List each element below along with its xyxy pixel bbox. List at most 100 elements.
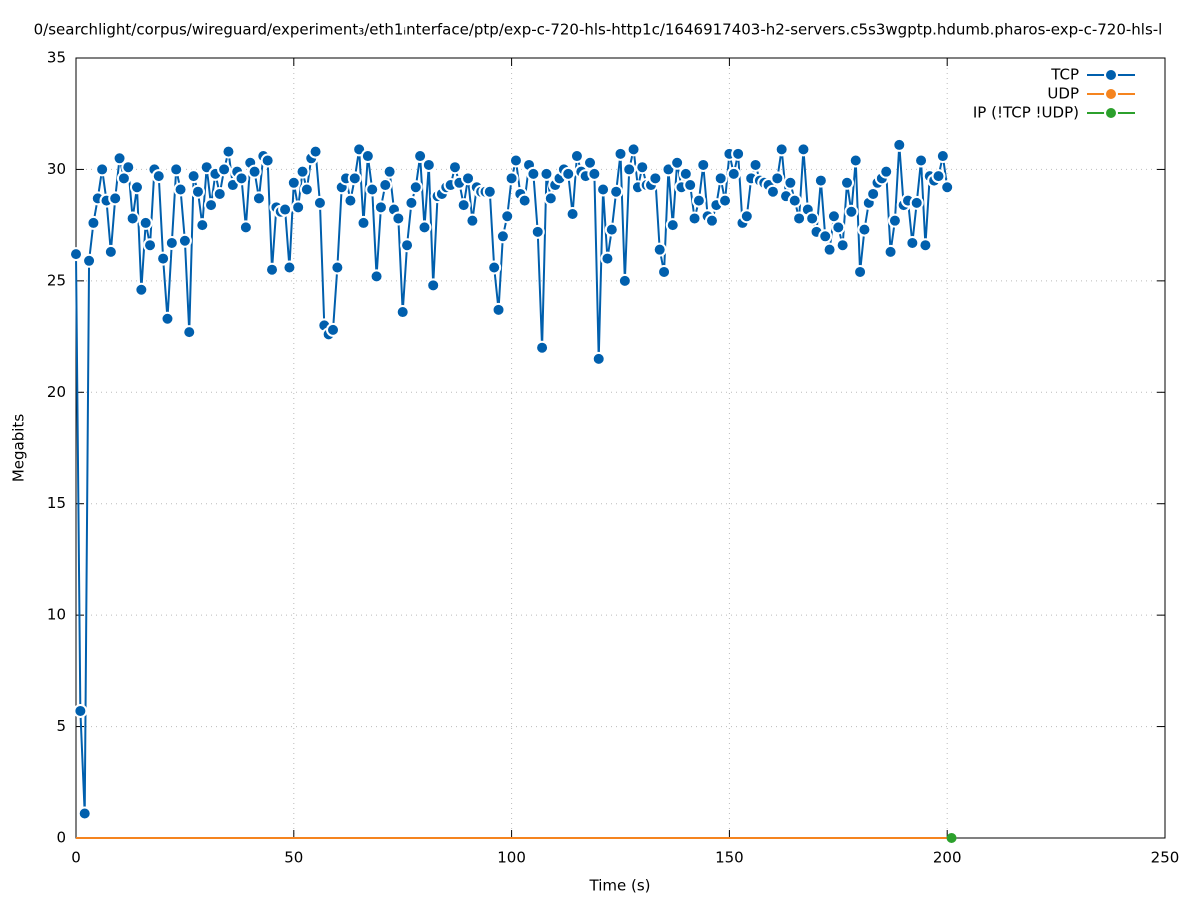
- data-point: [299, 182, 314, 197]
- y-axis-label: Megabits: [10, 414, 28, 482]
- data-point: [774, 142, 789, 157]
- y-tick-label: 15: [47, 494, 66, 512]
- y-tick-label: 0: [56, 829, 66, 847]
- data-point: [413, 149, 428, 164]
- data-point: [312, 195, 327, 210]
- data-point: [404, 195, 419, 210]
- data-point: [378, 178, 393, 193]
- data-point: [186, 169, 201, 184]
- data-point: [691, 193, 706, 208]
- data-point: [565, 207, 580, 221]
- data-point: [77, 806, 92, 821]
- data-point: [195, 218, 210, 233]
- data-point: [704, 213, 719, 228]
- data-point: [805, 211, 820, 226]
- legend-swatch-marker: [1104, 87, 1118, 101]
- data-point: [500, 209, 515, 224]
- data-point: [251, 191, 266, 206]
- data-point: [561, 166, 576, 181]
- data-point: [182, 325, 197, 340]
- data-point: [108, 191, 123, 206]
- data-point: [326, 322, 341, 337]
- data-point: [652, 242, 667, 257]
- data-point: [382, 164, 397, 179]
- legend-swatch-marker: [1104, 68, 1118, 82]
- data-point: [156, 251, 171, 266]
- data-point: [86, 215, 101, 230]
- data-point: [831, 220, 846, 235]
- data-point: [291, 200, 306, 215]
- data-point: [82, 253, 97, 268]
- data-point: [787, 193, 802, 208]
- x-tick-label: 200: [933, 849, 962, 867]
- data-point: [278, 202, 293, 217]
- y-tick-label: 35: [47, 49, 66, 67]
- data-point: [718, 193, 733, 208]
- y-tick-label: 10: [47, 606, 66, 624]
- data-point: [373, 200, 388, 215]
- data-point: [177, 233, 192, 248]
- data-point: [683, 178, 698, 193]
- data-point: [391, 211, 406, 226]
- data-point: [840, 175, 855, 190]
- data-point: [687, 211, 702, 226]
- data-point: [853, 264, 868, 279]
- data-point: [613, 146, 628, 161]
- data-point: [282, 260, 297, 275]
- data-point: [426, 278, 441, 293]
- data-point: [748, 157, 763, 172]
- data-point: [517, 193, 532, 208]
- data-point: [508, 153, 523, 168]
- data-point: [844, 204, 859, 219]
- data-point: [400, 238, 415, 253]
- data-point: [696, 157, 711, 172]
- x-tick-label: 50: [284, 849, 303, 867]
- data-point: [330, 260, 345, 275]
- data-point: [69, 247, 83, 262]
- data-point: [796, 142, 811, 157]
- data-point: [731, 146, 746, 161]
- legend-label: TCP: [1050, 66, 1079, 84]
- data-point: [539, 166, 554, 181]
- data-point: [395, 305, 410, 320]
- data-point: [456, 198, 471, 213]
- data-point: [946, 833, 957, 843]
- data-point: [665, 218, 680, 233]
- data-point: [783, 175, 798, 190]
- data-point: [204, 198, 219, 213]
- data-point: [622, 162, 637, 177]
- data-point: [134, 282, 149, 297]
- data-point: [892, 137, 907, 152]
- data-point: [121, 160, 136, 175]
- data-point: [73, 703, 88, 718]
- data-point: [369, 269, 384, 284]
- data-point: [347, 171, 362, 186]
- data-point: [526, 166, 541, 181]
- data-point: [234, 171, 249, 186]
- data-point: [596, 182, 611, 197]
- data-point: [848, 153, 863, 168]
- data-point: [138, 215, 153, 230]
- data-point: [212, 186, 227, 201]
- data-point: [617, 273, 632, 288]
- data-point: [530, 224, 545, 239]
- data-point: [504, 171, 519, 186]
- data-point: [343, 193, 358, 208]
- data-point: [221, 144, 236, 159]
- data-point: [260, 153, 275, 168]
- data-point: [535, 340, 550, 355]
- data-point: [931, 169, 946, 184]
- data-point: [421, 157, 436, 172]
- y-tick-label: 5: [56, 717, 66, 735]
- data-point: [935, 149, 950, 164]
- data-point: [482, 184, 497, 199]
- data-point: [308, 144, 323, 159]
- data-point: [151, 169, 166, 184]
- data-point: [487, 260, 502, 275]
- data-point: [600, 251, 615, 266]
- x-tick-label: 0: [71, 849, 81, 867]
- data-point: [770, 171, 785, 186]
- data-point: [95, 162, 110, 177]
- data-point: [609, 184, 624, 199]
